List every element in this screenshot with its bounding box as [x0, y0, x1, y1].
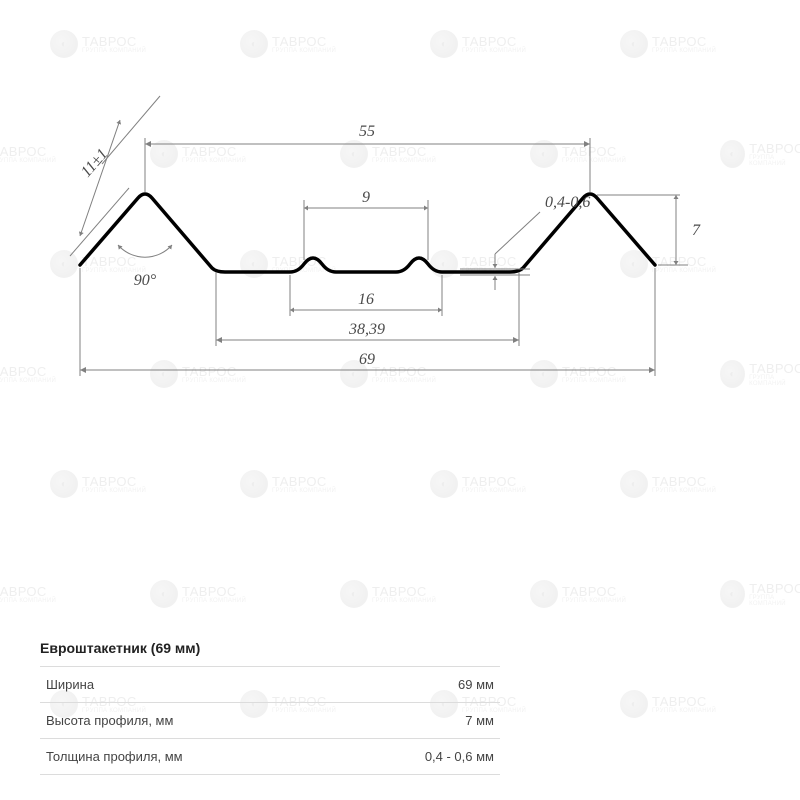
dim-bottom-mid: 38,39	[348, 321, 385, 338]
watermark: ◐ТАВРОСГРУППА КОМПАНИЙ	[430, 470, 526, 498]
dim-thickness: 0,4-0,6	[545, 194, 590, 211]
watermark: ◐ТАВРОСГРУППА КОМПАНИЙ	[720, 580, 800, 608]
dim-top-span: 55	[359, 123, 375, 140]
spec-table-area: Евроштакетник (69 мм) Ширина69 ммВысота …	[40, 640, 500, 775]
watermark: ◐ТАВРОСГРУППА КОМПАНИЙ	[240, 470, 336, 498]
spec-table: Ширина69 ммВысота профиля, мм7 ммТолщина…	[40, 666, 500, 775]
profile-diagram: 55 9 0,4-0,6 7 16 38,39 69 11±1 90°	[40, 80, 760, 400]
table-cell-value: 69 мм	[337, 667, 500, 703]
table-cell-label: Толщина профиля, мм	[40, 739, 337, 775]
watermark: ◐ТАВРОСГРУППА КОМПАНИЙ	[240, 30, 336, 58]
watermark: ◐ТАВРОСГРУППА КОМПАНИЙ	[530, 580, 626, 608]
watermark: ◐ТАВРОСГРУППА КОМПАНИЙ	[50, 30, 146, 58]
table-cell-label: Высота профиля, мм	[40, 703, 337, 739]
table-row: Толщина профиля, мм0,4 - 0,6 мм	[40, 739, 500, 775]
watermark: ◐ТАВРОСГРУППА КОМПАНИЙ	[150, 580, 246, 608]
watermark: ◐ТАВРОСГРУППА КОМПАНИЙ	[50, 470, 146, 498]
table-cell-value: 0,4 - 0,6 мм	[337, 739, 500, 775]
watermark: ◐ТАВРОСГРУППА КОМПАНИЙ	[340, 580, 436, 608]
table-row: Высота профиля, мм7 мм	[40, 703, 500, 739]
watermark: ◐ТАВРОСГРУППА КОМПАНИЙ	[620, 30, 716, 58]
table-cell-label: Ширина	[40, 667, 337, 703]
dim-mid-wide: 16	[358, 291, 374, 308]
watermark: ◐ТАВРОСГРУППА КОМПАНИЙ	[620, 690, 716, 718]
dim-bottom-full: 69	[359, 351, 375, 368]
dim-mid-small: 9	[362, 189, 370, 206]
watermark: ◐ТАВРОСГРУППА КОМПАНИЙ	[430, 30, 526, 58]
watermark: ◐ТАВРОСГРУППА КОМПАНИЙ	[620, 470, 716, 498]
dim-left-slant: 11±1	[78, 146, 112, 181]
watermark: ◐ТАВРОСГРУППА КОМПАНИЙ	[0, 580, 56, 608]
table-row: Ширина69 мм	[40, 667, 500, 703]
dim-right-height: 7	[692, 222, 701, 239]
table-title: Евроштакетник (69 мм)	[40, 640, 500, 656]
dim-angle: 90°	[134, 272, 157, 289]
table-cell-value: 7 мм	[337, 703, 500, 739]
